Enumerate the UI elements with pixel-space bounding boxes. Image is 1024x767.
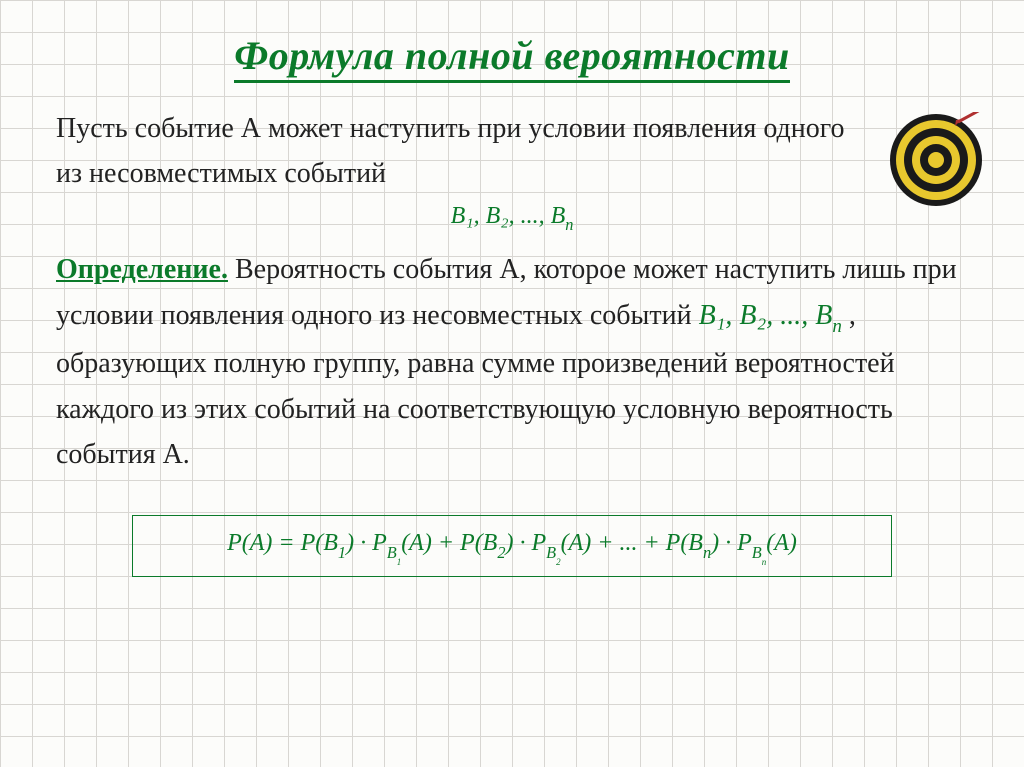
formula-t1a: P(B: [301, 530, 338, 556]
formula-tnc: (A): [766, 530, 797, 556]
formula-t2s2: B2: [546, 543, 560, 562]
page-title: Формула полной вероятности: [56, 32, 968, 79]
formula-tns2s: n: [762, 557, 766, 567]
formula-t1s2t: B: [387, 543, 397, 562]
formula-t2b: ) · P: [506, 530, 547, 556]
definition-hypotheses-inline-sub: n: [832, 316, 842, 337]
formula-t1s2: B1: [387, 543, 401, 562]
formula-t2s2s: 2: [556, 557, 560, 567]
formula-box: P(A) = P(B1) · PB1(A) + P(B2) · PB2(A) +…: [132, 515, 892, 577]
formula-tnb: ) · P: [711, 530, 752, 556]
formula-t2s1: 2: [497, 543, 505, 562]
formula-t2s2t: B: [546, 543, 556, 562]
slide-content: Формула полной вероятности Пусть событие…: [0, 0, 1024, 601]
formula-t1s1: 1: [338, 543, 346, 562]
hypotheses-list-text: B₁, B₂, ..., B: [451, 203, 566, 229]
definition-hypotheses-inline-text: B₁, B₂, ..., B: [699, 300, 833, 331]
definition-paragraph: Определение. Вероятность события А, кото…: [56, 247, 968, 477]
formula-tna: P(B: [666, 530, 703, 556]
hypotheses-list: B₁, B₂, ..., Bn: [56, 203, 968, 234]
formula-t2c: (A) + ... +: [561, 530, 666, 556]
hypotheses-list-sub: n: [565, 215, 573, 234]
formula-tns2t: B: [752, 543, 762, 562]
definition-hypotheses-inline: B₁, B₂, ..., Bn: [699, 300, 842, 331]
formula-tns1: n: [703, 543, 711, 562]
formula-t2a: P(B: [460, 530, 497, 556]
dartboard-icon: [888, 112, 984, 208]
formula-t1c: (A) +: [401, 530, 460, 556]
definition-label: Определение.: [56, 254, 228, 285]
formula-lhs: P(A) =: [227, 530, 301, 556]
intro-paragraph: Пусть событие А может наступить при усло…: [56, 107, 968, 197]
formula-tns2: Bn: [752, 543, 766, 562]
formula-t1s2s: 1: [397, 557, 401, 567]
formula-t1b: ) · P: [346, 530, 387, 556]
